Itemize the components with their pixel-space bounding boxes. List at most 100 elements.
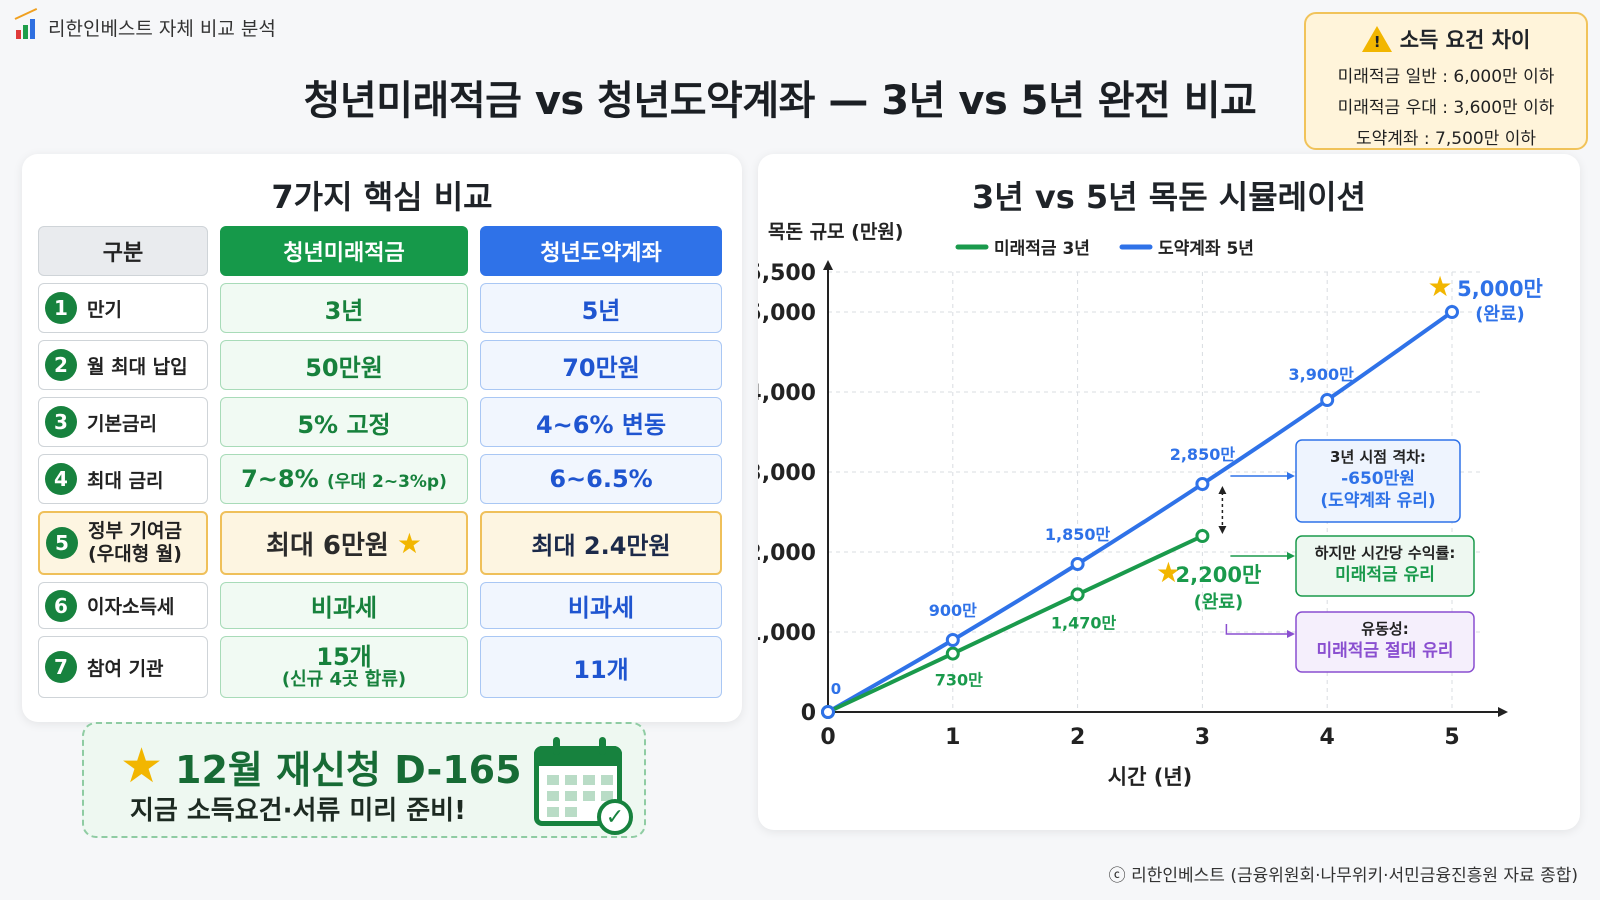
income-title-row: ! 소득 요건 차이 [1306,24,1586,54]
income-line: 미래적금 일반 : 6,000만 이하 [1337,67,1555,87]
row-number: 3 [45,406,77,438]
value-future: 비과세 [220,582,468,629]
table-row: 7 참여 기관 15개 (신규 4곳 합류) 11개 [38,636,728,698]
footer-credit: ⓒ 리한인베스트 (금융위원회·나무위키·서민금융진흥원 자료 종합) [1108,866,1578,886]
row-label: 1 만기 [38,283,208,333]
value-future: 최대 6만원 ★ [220,511,468,575]
row-label-sub: (우대형 월) [88,543,182,565]
value-leap: 6~6.5% [480,454,722,504]
data-point [821,705,835,719]
value-leap: 11개 [480,636,722,698]
x-tick-label: 3 [1195,725,1210,750]
y-tick-label: 3,000 [758,461,816,486]
row-label: 5 정부 기여금 (우대형 월) [38,511,208,575]
income-requirements-box: ! 소득 요건 차이 미래적금 일반 : 6,000만 이하 미래적금 우대 :… [1304,12,1588,150]
star-icon: ★ [396,526,422,560]
comparison-title: 7가지 핵심 비교 [271,178,493,216]
value-future: 5% 고정 [220,397,468,447]
table-row: 3 기본금리 5% 고정 4~6% 변동 [38,397,728,447]
page-title: 청년미래적금 vs 청년도약계좌 — 3년 vs 5년 완전 비교 [303,78,1257,124]
data-label: 900만 [929,601,977,620]
end-note: (완료) [1194,592,1244,613]
annotation-arrow-head [1287,552,1295,560]
data-point [945,646,960,661]
x-tick-label: 5 [1444,725,1459,750]
row-label-text: 정부 기여금 (우대형 월) [88,520,182,566]
data-point [1445,305,1459,319]
data-label: 730만 [935,671,983,690]
row-label-text: 이자소득세 [87,596,175,618]
value-future: 15개 (신규 4곳 합류) [220,636,468,698]
y-tick-label: 5,500 [758,261,816,286]
annotation-box [1295,439,1461,523]
row-label: 4 최대 금리 [38,454,208,504]
legend-label: 미래적금 3년 [994,239,1090,259]
header-future-savings: 청년미래적금 [220,226,468,276]
y-axis-label: 목돈 규모 (만원) [768,221,903,243]
row-number: 5 [46,527,78,559]
y-tick-label: 4,000 [758,381,816,406]
row-label: 6 이자소득세 [38,582,208,629]
data-label: 1,470만 [1051,613,1117,632]
row-number: 4 [45,463,77,495]
annotation-text: (도약계좌 유리) [1320,490,1435,511]
gap-arrow-head [1218,526,1227,534]
value-leap: 70만원 [480,340,722,390]
brand: 리한인베스트 자체 비교 분석 [14,7,276,41]
annotation-text: 하지만 시간당 수익률: [1315,544,1456,562]
dday-main-text: 12월 재신청 D-165 [175,747,522,792]
table-row: 6 이자소득세 비과세 비과세 [38,582,728,629]
data-point [1070,587,1085,602]
table-row: 4 최대 금리 7~8% (우대 2~3%p) 6~6.5% [38,454,728,504]
star-icon: ★ [120,738,164,794]
value-future-note: (신규 4곳 합류) [281,669,407,691]
annotation-box [1295,611,1475,673]
x-tick-label: 4 [1320,725,1335,750]
gap-arrow-head [1218,486,1227,494]
data-point [1195,529,1210,543]
row-label-main: 정부 기여금 [88,520,183,543]
x-axis-label: 시간 (년) [1108,765,1192,789]
bar-chart-icon [14,7,40,41]
annotation-text: 3년 시점 격차: [1330,448,1426,466]
row-number: 7 [45,651,77,683]
data-point [1320,393,1335,407]
income-title: 소득 요건 차이 [1399,28,1531,52]
row-label: 2 월 최대 납입 [38,340,208,390]
legend-label: 도약계좌 5년 [1158,238,1254,259]
annotation-text: 미래적금 절대 유리 [1317,640,1454,661]
data-point [1070,557,1085,571]
star-icon: ★ [1427,270,1452,303]
y-axis-arrow [823,260,833,270]
x-axis-arrow [1498,707,1508,717]
warning-icon: ! [1361,26,1392,52]
value-leap: 최대 2.4만원 [480,511,722,575]
value-leap: 5년 [480,283,722,333]
data-point [1195,477,1210,491]
row-label: 3 기본금리 [38,397,208,447]
chart-panel: 3년 vs 5년 목돈 시뮬레이션 0 1,000 2,000 3,000 4,000 5… [758,154,1580,830]
value-future-main: 최대 6만원 [266,530,389,561]
line-chart: 0 1,000 2,000 3,000 4,000 5,000 5,500 0 1 2 3 4 5 시간 … [758,221,1543,789]
annotation-text: 미래적금 유리 [1335,565,1435,585]
y-tick-label: 2,000 [758,541,816,566]
dday-main-row: ★ 12월 재신청 D-165 [120,738,522,794]
value-future-main: 15개 [316,642,372,671]
table-row-highlight: 5 정부 기여금 (우대형 월) 최대 6만원 ★ 최대 2.4만원 [38,511,728,575]
value-leap: 비과세 [480,582,722,629]
row-number: 1 [45,292,77,324]
x-tick-label: 1 [945,725,960,750]
value-future: 7~8% (우대 2~3%p) [220,454,468,504]
end-note: (완료) [1475,304,1525,325]
row-label-text: 최대 금리 [87,469,164,492]
value-leap: 4~6% 변동 [480,397,722,447]
data-label: 2,200만 [1176,563,1262,587]
comparison-table: 구분 청년미래적금 청년도약계좌 1 만기 3년 5년 2 월 최대 납입 50만원… [38,226,728,705]
dday-banner: ★ 12월 재신청 D-165 지금 소득요건·서류 미리 준비! ✓ [82,722,646,838]
data-label: 0 [831,680,841,698]
dday-sub-text: 지금 소득요건·서류 미리 준비! [130,796,466,826]
value-future-note: (우대 2~3%p) [327,471,447,492]
annotation-arrow-head [1287,630,1295,638]
row-label-text: 참여 기관 [87,657,164,680]
value-future: 3년 [220,283,468,333]
